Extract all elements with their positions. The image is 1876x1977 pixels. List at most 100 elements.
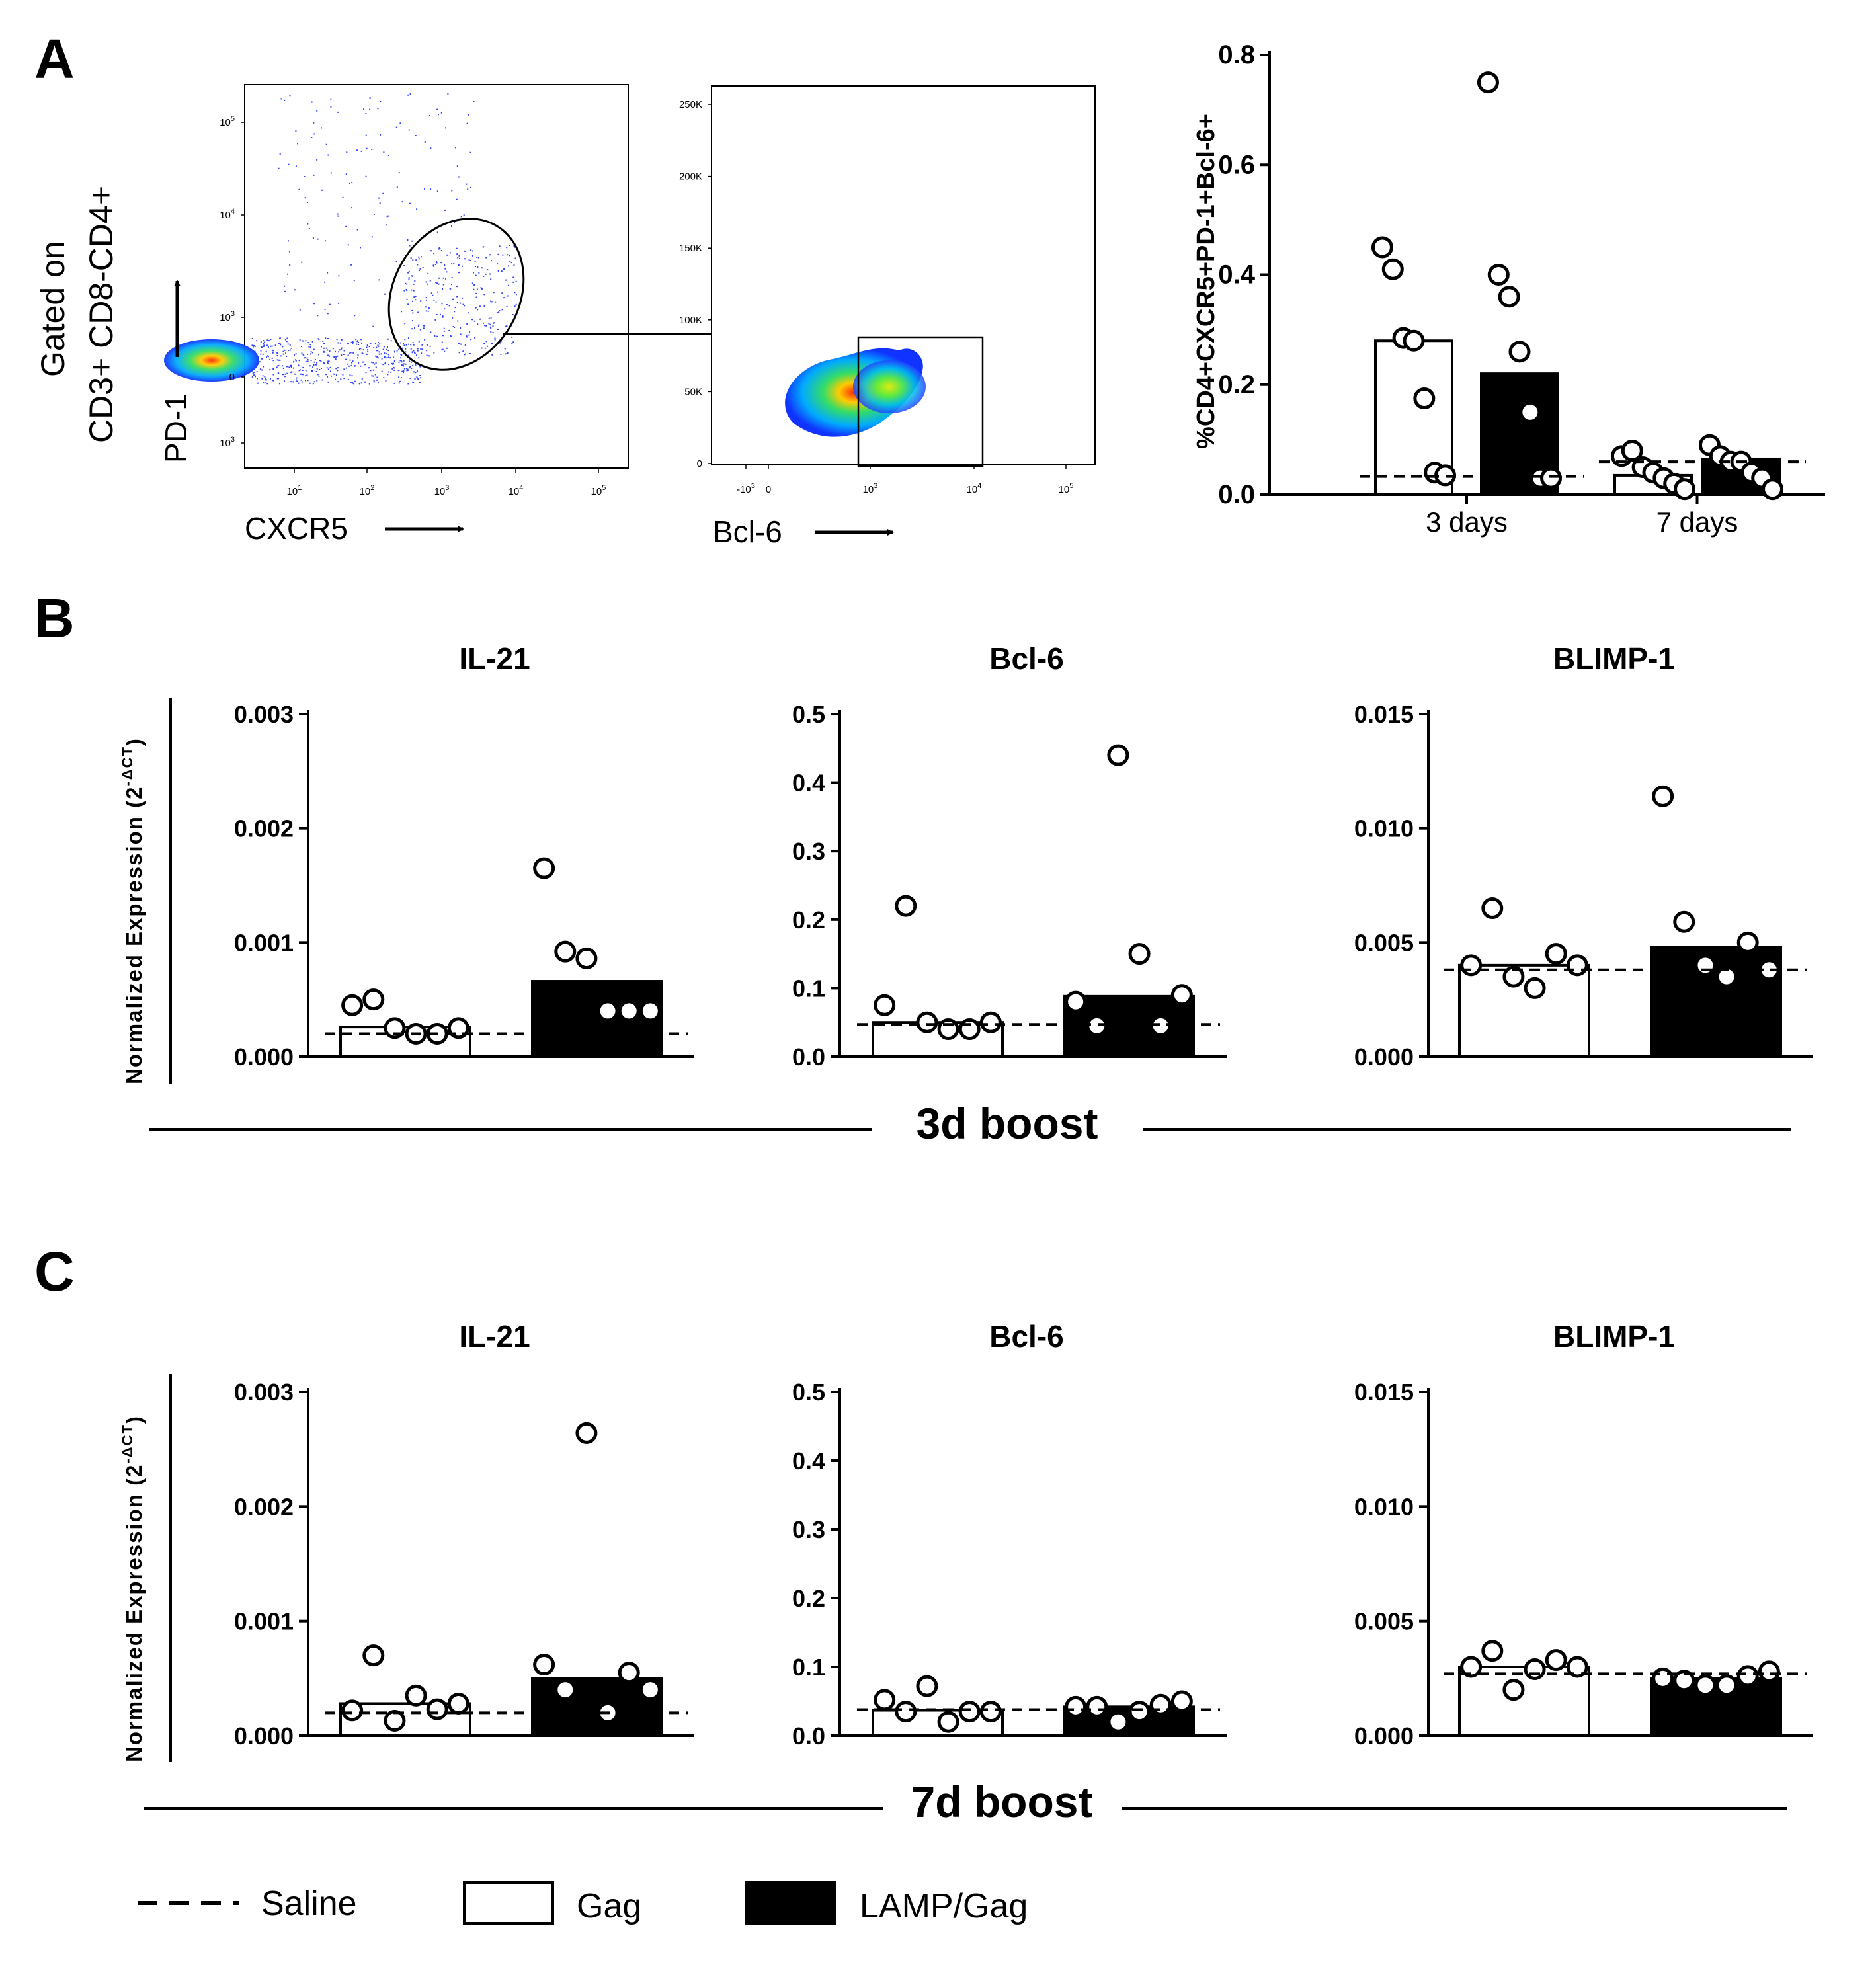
y-tick-label: 0.000 bbox=[234, 1722, 294, 1750]
data-point bbox=[916, 1011, 938, 1033]
data-point bbox=[874, 994, 896, 1016]
y-tick-label: 0.3 bbox=[792, 1516, 825, 1543]
flow-plot-2-xlabel: Bcl-6 bbox=[713, 514, 782, 549]
y-tick-label: 0.010 bbox=[1354, 815, 1414, 842]
data-point bbox=[426, 1698, 448, 1720]
legend-lamp-swatch bbox=[745, 1881, 836, 1925]
y-tick-label: 0.000 bbox=[1354, 1043, 1414, 1070]
flow-2-ytick-label: 0 bbox=[697, 458, 702, 469]
data-point bbox=[937, 1018, 959, 1041]
chart-title: BLIMP-1 bbox=[1553, 641, 1675, 676]
y-tick-label: 0.1 bbox=[792, 975, 825, 1002]
data-point bbox=[1128, 943, 1151, 965]
data-point bbox=[362, 988, 385, 1011]
data-point bbox=[384, 1709, 406, 1732]
data-point bbox=[1524, 1658, 1546, 1680]
data-point bbox=[639, 1000, 661, 1022]
y-tick-label: 0.4 bbox=[792, 1447, 825, 1474]
y-tick-label: 0.005 bbox=[1354, 929, 1414, 956]
data-point bbox=[1652, 785, 1674, 807]
data-point bbox=[937, 1711, 959, 1733]
data-point bbox=[895, 895, 917, 917]
chart-title: Bcl-6 bbox=[989, 641, 1063, 676]
y-tick-label: 0.8 bbox=[1218, 40, 1255, 69]
chart-c-il21: 0.000 0.001 0.002 0.003 IL-21 bbox=[234, 1319, 694, 1750]
panel-label-c: C bbox=[34, 1240, 75, 1303]
flow-1-ytick-label: 0 bbox=[229, 372, 235, 383]
flow-plot-1-ylabel: PD-1 bbox=[159, 393, 193, 463]
data-point bbox=[1086, 1014, 1108, 1037]
data-point bbox=[1065, 1695, 1087, 1718]
data-point bbox=[1508, 341, 1531, 363]
flow-2-ytick-label: 100K bbox=[679, 315, 702, 326]
y-tick-label: 0.015 bbox=[1354, 701, 1414, 728]
y-tick-label: 0.000 bbox=[1354, 1722, 1414, 1750]
data-point bbox=[1487, 264, 1510, 286]
data-point bbox=[1502, 965, 1525, 988]
data-point bbox=[1674, 478, 1696, 501]
data-point bbox=[575, 1422, 598, 1444]
data-point bbox=[1149, 1693, 1172, 1716]
chart-title: IL-21 bbox=[459, 641, 530, 676]
y-tick-label: 0.4 bbox=[1218, 261, 1255, 290]
panel-label-b: B bbox=[34, 587, 75, 649]
chart-a-tfh-percent: 0.0 0.2 0.4 0.6 0.8 %CD4+CXCR5+PD-1+Bcl-6+ 3 d… bbox=[1192, 40, 1825, 538]
data-point bbox=[958, 1701, 981, 1723]
chart-title: IL-21 bbox=[459, 1319, 530, 1353]
b-ylabel: Normalized Expression (2-ΔCT) bbox=[119, 737, 146, 1084]
flow-plot-1-events bbox=[251, 93, 517, 385]
y-tick-label: 0.0 bbox=[792, 1722, 825, 1750]
legend-saline-label: Saline bbox=[261, 1884, 357, 1923]
data-point bbox=[1566, 1656, 1588, 1678]
y-tick-label: 0.003 bbox=[234, 701, 294, 728]
data-point bbox=[895, 1701, 917, 1723]
y-tick-label: 0.6 bbox=[1218, 150, 1255, 179]
data-point bbox=[1545, 943, 1567, 965]
data-point bbox=[341, 1699, 364, 1722]
y-axis-label: %CD4+CXCR5+PD-1+Bcl-6+ bbox=[1192, 114, 1220, 449]
y-tick-label: 0.3 bbox=[792, 838, 825, 865]
data-point bbox=[533, 857, 555, 879]
data-point bbox=[1524, 977, 1546, 999]
y-tick-label: 0.001 bbox=[234, 1608, 294, 1635]
flow-events bbox=[251, 93, 517, 385]
data-point bbox=[1673, 910, 1695, 933]
section-label-7d: 7d boost bbox=[911, 1777, 1093, 1826]
data-point bbox=[618, 1662, 640, 1684]
data-point bbox=[1371, 236, 1393, 259]
panel-label-a: A bbox=[34, 28, 75, 90]
legend-gag-swatch bbox=[463, 1881, 554, 1925]
data-point bbox=[1566, 954, 1588, 977]
y-tick-label: 0.005 bbox=[1354, 1608, 1414, 1635]
legend-gag-label: Gag bbox=[577, 1887, 641, 1925]
data-point bbox=[1381, 258, 1404, 280]
data-point bbox=[1460, 954, 1483, 977]
flow-1-xtick-label: 103 bbox=[434, 484, 450, 497]
y-tick-label: 0.000 bbox=[234, 1043, 294, 1070]
data-point bbox=[405, 1684, 427, 1707]
bar-lamp-gag bbox=[1650, 1677, 1782, 1737]
flow-1-xtick-label: 105 bbox=[591, 484, 606, 497]
chart-b-bcl6: 0.0 0.1 0.2 0.3 0.4 0.5 Bcl-6 bbox=[792, 641, 1227, 1070]
y-tick-label: 0.002 bbox=[234, 815, 294, 842]
chart-b-blimp1: 0.000 0.005 0.010 0.015 BLIMP-1 bbox=[1354, 641, 1813, 1070]
flow-plot-2-xticks: -103 0 103 104 105 bbox=[737, 464, 1073, 495]
data-point bbox=[1477, 71, 1499, 94]
data-point bbox=[1762, 478, 1784, 501]
flow-plot-1-yticks: 105 104 103 0 103 bbox=[220, 115, 245, 449]
flow-1-xtick-label: 104 bbox=[509, 484, 524, 497]
flow-1-xtick-label: 102 bbox=[360, 484, 375, 497]
data-point bbox=[1652, 1667, 1674, 1689]
y-tick-label: 0.0 bbox=[1218, 480, 1255, 509]
data-point bbox=[1715, 1674, 1738, 1697]
y-tick-label: 0.5 bbox=[792, 1379, 825, 1406]
flow-1-ytick-label: 103 bbox=[220, 436, 235, 449]
y-tick-label: 0.003 bbox=[234, 1379, 294, 1406]
bar-lamp-gag bbox=[531, 980, 663, 1059]
flow-plot-2-yticks: 250K 200K 150K 100K 50K 0 bbox=[679, 99, 712, 469]
legend-lamp-label: LAMP/Gag bbox=[860, 1887, 1028, 1925]
flow-plot-pd1-cxcr5: Gated on CD3+ CD8-CD4+ 105 104 103 0 103 101… bbox=[34, 84, 629, 545]
y-tick-label: 0.2 bbox=[792, 1585, 825, 1612]
bar-gag bbox=[1458, 1666, 1590, 1737]
